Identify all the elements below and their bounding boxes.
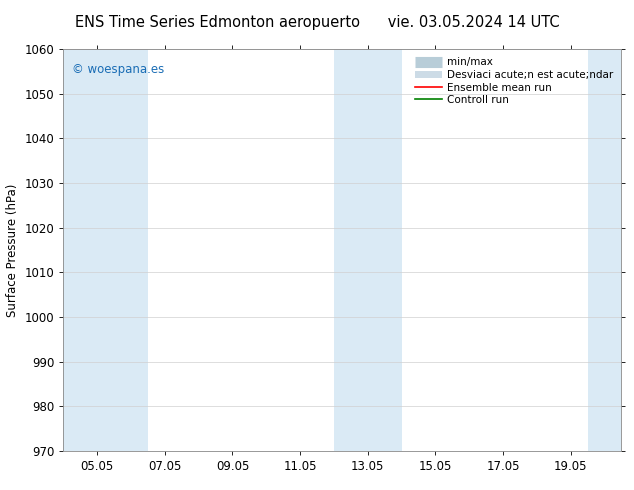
Y-axis label: Surface Pressure (hPa): Surface Pressure (hPa)	[6, 183, 19, 317]
Bar	[63, 49, 148, 451]
Legend: min/max, Desviaci acute;n est acute;ndar, Ensemble mean run, Controll run: min/max, Desviaci acute;n est acute;ndar…	[412, 54, 616, 108]
Bar	[588, 49, 621, 451]
Text: ENS Time Series Edmonton aeropuerto      vie. 03.05.2024 14 UTC: ENS Time Series Edmonton aeropuerto vie.…	[75, 15, 559, 30]
Text: © woespana.es: © woespana.es	[72, 63, 164, 76]
Bar	[334, 49, 401, 451]
